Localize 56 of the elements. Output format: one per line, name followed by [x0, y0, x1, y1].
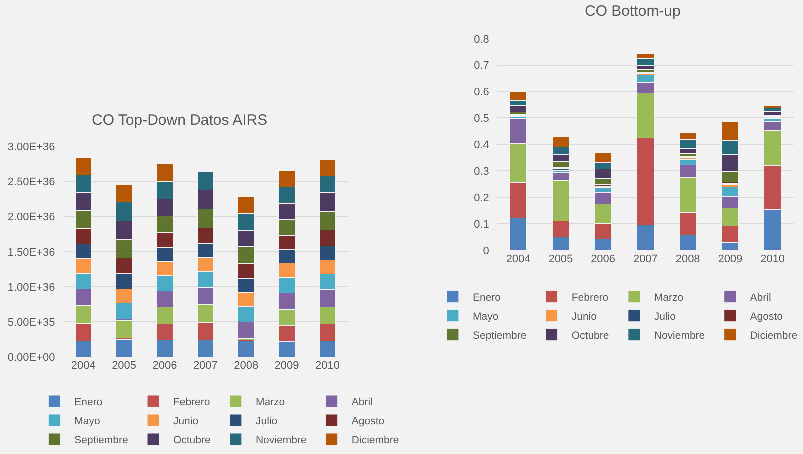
- y-tick-label: 1.50E+36: [8, 246, 56, 259]
- y-tick-label: 5.00E+35: [8, 316, 56, 329]
- legend-label: Febrero: [173, 396, 210, 409]
- y-tick-label: 0.1: [474, 218, 490, 231]
- legend-label: Abril: [352, 396, 373, 409]
- x-tick-label: 2006: [591, 253, 616, 266]
- legend-label: Marzo: [654, 292, 684, 304]
- chart-title: CO Top-Down Datos AIRS: [92, 112, 268, 129]
- y-tick-label: 0: [483, 245, 490, 258]
- legend-label: Mayo: [74, 416, 100, 428]
- x-tick-label: 2005: [112, 360, 137, 372]
- x-tick-label: 2007: [633, 253, 658, 266]
- legend-label: Agosto: [750, 310, 784, 323]
- legend-label: Octubre: [572, 330, 610, 342]
- x-tick-label: 2009: [274, 360, 300, 372]
- legend-label: Septiembre: [74, 434, 128, 447]
- y-tick-label: 0.6: [474, 86, 490, 99]
- chart-title: CO Bottom-up: [585, 3, 681, 20]
- legend-label: Julio: [654, 310, 676, 323]
- y-tick-label: 0.2: [474, 192, 490, 204]
- x-tick-label: 2008: [676, 253, 700, 266]
- x-tick-label: 2005: [548, 253, 574, 266]
- x-tick-label: 2006: [152, 360, 178, 372]
- y-tick-label: 0.5: [474, 113, 490, 126]
- x-tick-label: 2009: [718, 253, 743, 266]
- legend-label: Diciembre: [750, 330, 798, 342]
- y-tick-label: 2.50E+36: [8, 176, 56, 189]
- y-tick-label: 0.00E+00: [8, 352, 56, 364]
- legend-label: Junio: [173, 416, 199, 428]
- legend-label: Marzo: [256, 396, 286, 409]
- x-tick-label: 2004: [71, 360, 96, 372]
- x-tick-label: 2004: [506, 253, 531, 266]
- legend-label: Octubre: [173, 434, 211, 447]
- y-tick-label: 0.7: [474, 60, 490, 72]
- x-tick-label: 2010: [315, 360, 340, 372]
- y-tick-label: 0.8: [474, 34, 490, 46]
- y-tick-label: 0.4: [474, 140, 490, 152]
- y-tick-label: 2.00E+36: [8, 212, 56, 224]
- y-tick-label: 1.00E+36: [8, 282, 56, 294]
- y-tick-label: 3.00E+36: [8, 142, 56, 154]
- legend-label: Noviembre: [256, 434, 307, 447]
- legend-label: Abril: [750, 292, 772, 304]
- y-tick-label: 0.3: [474, 166, 490, 178]
- legend-label: Enero: [74, 396, 103, 409]
- legend-label: Diciembre: [352, 434, 400, 447]
- legend-label: Junio: [572, 310, 598, 323]
- x-tick-label: 2008: [234, 360, 259, 372]
- legend-label: Septiembre: [473, 330, 527, 342]
- legend-label: Julio: [256, 416, 278, 428]
- legend-label: Febrero: [572, 292, 609, 304]
- legend-label: Mayo: [473, 310, 499, 323]
- legend-label: Agosto: [352, 416, 385, 428]
- x-tick-label: 2007: [193, 360, 218, 372]
- legend-label: Noviembre: [654, 330, 706, 342]
- x-tick-label: 2010: [760, 253, 786, 266]
- legend-label: Enero: [473, 292, 502, 304]
